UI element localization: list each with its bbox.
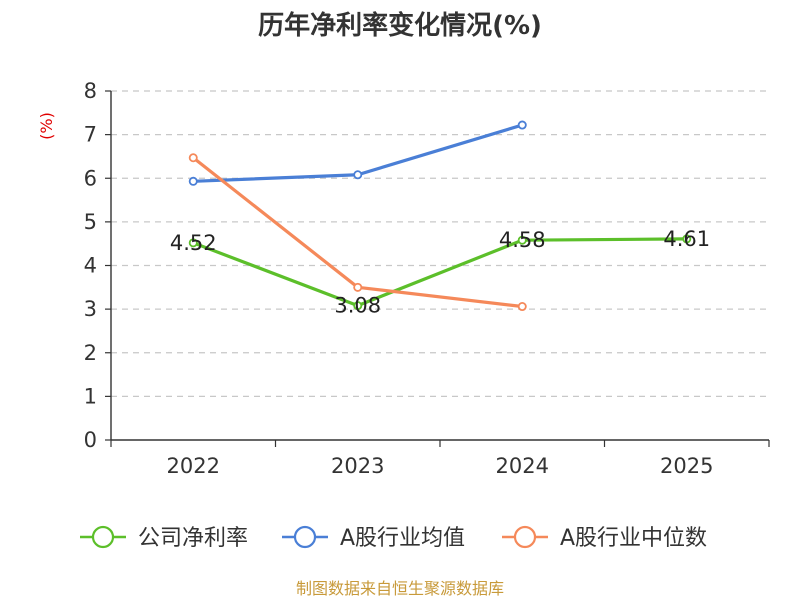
y-tick-label: 2 xyxy=(84,341,97,365)
series-2-point[interactable] xyxy=(517,302,527,312)
y-tick-label: 6 xyxy=(84,166,97,190)
y-axis-unit-label: (%) xyxy=(37,112,56,140)
series-lines xyxy=(188,120,692,312)
x-tick-label: 2023 xyxy=(331,454,384,478)
series-2-point[interactable] xyxy=(353,282,363,292)
data-label: 4.58 xyxy=(499,228,546,252)
data-label: 4.52 xyxy=(170,231,217,255)
x-tick-label: 2024 xyxy=(496,454,549,478)
y-tick-label: 0 xyxy=(84,428,97,452)
series-1-point[interactable] xyxy=(353,170,363,180)
series-0-point[interactable] xyxy=(682,234,692,244)
legend-item-1[interactable]: A股行业均值 xyxy=(282,525,465,551)
x-tick-label: 2022 xyxy=(167,454,220,478)
series-line-0 xyxy=(192,237,687,308)
y-tick-label: 3 xyxy=(84,297,97,321)
legend-marker xyxy=(513,525,537,549)
legend-marker xyxy=(91,525,115,549)
legend-item-0[interactable]: 公司净利率 xyxy=(80,525,248,551)
legend[interactable]: 公司净利率 A股行业均值 A股行业中位数 xyxy=(80,525,707,551)
y-tick-label: 7 xyxy=(84,123,97,147)
series-0-point[interactable] xyxy=(188,238,198,248)
chart-title: 历年净利率变化情况(%) xyxy=(258,10,542,41)
y-tick-label: 1 xyxy=(84,384,97,408)
data-source-note: 制图数据来自恒生聚源数据库 xyxy=(296,579,504,598)
data-labels: 4.52 3.08 4.58 4.61 xyxy=(170,227,710,318)
y-tick-label: 4 xyxy=(84,254,97,278)
legend-label: 公司净利率 xyxy=(138,526,248,551)
series-0-point[interactable] xyxy=(517,235,527,245)
y-tick-label: 5 xyxy=(84,210,97,234)
series-0-point[interactable] xyxy=(353,301,363,311)
legend-item-2[interactable]: A股行业中位数 xyxy=(502,525,707,551)
series-1-point[interactable] xyxy=(188,176,198,186)
y-tick-label: 8 xyxy=(84,79,97,103)
legend-label: A股行业中位数 xyxy=(560,526,707,551)
series-1-point[interactable] xyxy=(517,120,527,130)
series-2-point[interactable] xyxy=(188,153,198,163)
legend-marker xyxy=(293,525,317,549)
axes: 0 1 2 3 4 5 6 7 8 2022 2023 2024 2025 xyxy=(84,79,770,478)
x-tick-label: 2025 xyxy=(660,454,713,478)
data-label: 3.08 xyxy=(334,294,381,318)
data-label: 4.61 xyxy=(663,227,710,251)
legend-label: A股行业均值 xyxy=(340,526,465,551)
